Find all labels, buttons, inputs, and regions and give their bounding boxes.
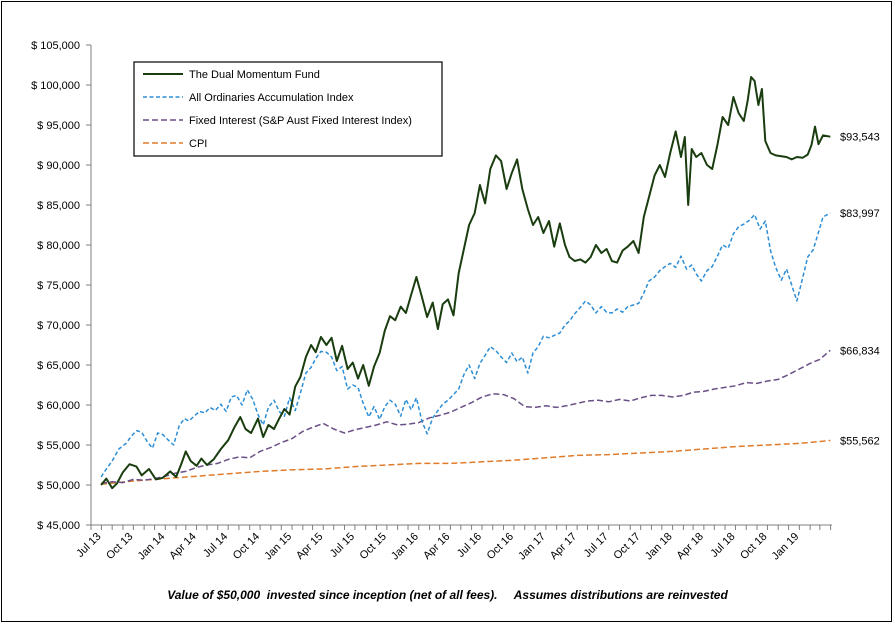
legend-label: All Ordinaries Accumulation Index — [189, 92, 354, 104]
legend-label: The Dual Momentum Fund — [189, 69, 320, 81]
x-tick-label: Jan 18 — [643, 531, 675, 563]
x-tick-label: Apr 17 — [548, 531, 579, 562]
x-tick-label: Jan 14 — [136, 531, 168, 563]
end-value-label: $83,997 — [840, 208, 880, 220]
x-tick-label: Oct 14 — [231, 531, 262, 562]
y-tick-label: $ 70,000 — [37, 320, 80, 332]
x-tick-label: Jul 15 — [328, 531, 357, 560]
x-tick-label: Apr 14 — [167, 531, 198, 562]
y-tick-label: $ 80,000 — [37, 240, 80, 252]
legend-label: Fixed Interest (S&P Aust Fixed Interest … — [189, 115, 412, 127]
end-value-labels: $93,543 $83,997 $66,834 $55,562 — [840, 132, 880, 448]
series-line-4 — [101, 439, 831, 485]
y-tick-label: $ 85,000 — [37, 200, 80, 212]
x-tick-label: Oct 17 — [611, 531, 642, 562]
legend-label: CPI — [189, 138, 207, 150]
series-line-2 — [100, 212, 831, 478]
x-tick-label: Jul 14 — [201, 531, 230, 560]
x-tick-label: Oct 18 — [738, 531, 769, 562]
x-tick-label: Jan 16 — [389, 531, 421, 563]
legend: The Dual Momentum Fund All Ordinaries Acc… — [133, 61, 443, 157]
x-tick-label: Jul 16 — [455, 531, 484, 560]
end-value-label: $93,543 — [840, 132, 880, 144]
x-tick-label: Jul 17 — [582, 531, 611, 560]
x-tick-label: Jan 17 — [516, 531, 548, 563]
y-tick-label: $ 50,000 — [37, 480, 80, 492]
y-tick-label: $ 60,000 — [37, 400, 80, 412]
series-lines — [100, 76, 831, 490]
series-line-1 — [100, 76, 831, 490]
y-tick-label: $ 100,000 — [31, 80, 80, 92]
x-tick-label: Jan 19 — [770, 531, 802, 563]
legend-box — [133, 61, 443, 157]
x-tick-label: Oct 13 — [104, 531, 135, 562]
x-tick-label: Oct 16 — [485, 531, 516, 562]
y-tick-label: $ 45,000 — [37, 520, 80, 532]
x-tick-label: Apr 18 — [675, 531, 706, 562]
x-tick-label: Oct 15 — [358, 531, 389, 562]
y-tick-label: $ 55,000 — [37, 440, 80, 452]
y-tick-label: $ 105,000 — [31, 40, 80, 52]
y-tick-label: $ 75,000 — [37, 280, 80, 292]
x-tick-label: Apr 15 — [294, 531, 325, 562]
y-tick-label: $ 95,000 — [37, 120, 80, 132]
x-tick-label: Jul 18 — [708, 531, 737, 560]
y-axis: $ 45,000 $ 50,000 $ 55,000 $ 60,000 $ 65,000… — [31, 40, 92, 532]
y-tick-label: $ 65,000 — [37, 360, 80, 372]
x-tick-label: Jul 13 — [74, 531, 103, 560]
end-value-label: $66,834 — [840, 345, 880, 357]
chart-caption: Value of $50,000 invested since inceptio… — [167, 588, 728, 602]
x-axis: Jul 13 Oct 13 Jan 14 Apr 14 Jul 14 Oct 14 Jan … — [74, 524, 832, 563]
y-tick-label: $ 90,000 — [37, 160, 80, 172]
end-value-label: $55,562 — [840, 436, 880, 448]
x-tick-label: Apr 16 — [421, 531, 452, 562]
x-tick-label: Jan 15 — [262, 531, 294, 563]
